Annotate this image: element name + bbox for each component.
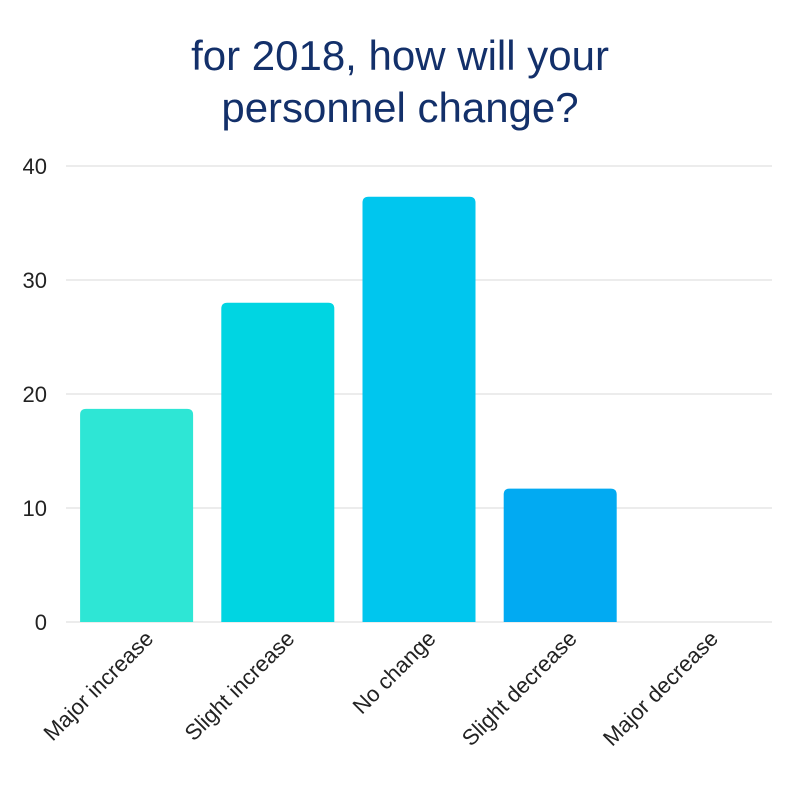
x-tick-label: Major decrease [598,626,723,751]
y-tick-label: 0 [35,610,47,635]
bar-no-change [362,196,476,622]
x-tick-label: Slight decrease [457,626,582,751]
x-tick-label: No change [348,626,441,719]
bar-major-increase [80,408,194,622]
y-tick-label: 10 [23,496,47,521]
chart-title: for 2018, how will your personnel change… [0,30,800,134]
chart-title-line-1: for 2018, how will your [191,32,609,79]
bar-slight-decrease [503,488,617,622]
bar-slight-increase [221,302,335,622]
chart-title-line-2: personnel change? [221,84,579,131]
x-tick-label: Slight increase [180,626,300,746]
y-tick-label: 20 [23,382,47,407]
y-tick-label: 40 [23,154,47,179]
x-tick-label: Major increase [38,626,158,746]
y-tick-label: 30 [23,268,47,293]
